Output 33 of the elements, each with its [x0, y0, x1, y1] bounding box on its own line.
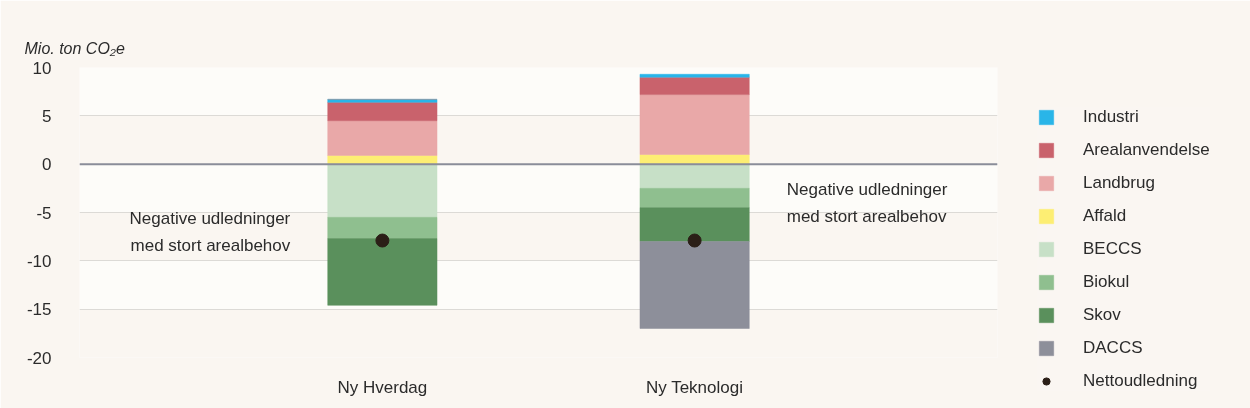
legend-label: Industri — [1083, 107, 1139, 127]
y-tick-label: 10 — [32, 58, 52, 78]
y-tick-label: -5 — [36, 203, 52, 223]
x-tick-label: Ny Hverdag — [337, 377, 428, 397]
legend-label: Nettoudledning — [1083, 371, 1198, 391]
annotation: Negative udledninger med stort arealbehov — [129, 209, 291, 255]
bar — [327, 217, 438, 239]
bar — [639, 188, 750, 208]
legend-label: Arealanvendelse — [1083, 140, 1210, 160]
legend-label: DACCS — [1083, 338, 1143, 358]
legend-label: Affald — [1083, 206, 1127, 226]
bar — [327, 238, 438, 306]
x-tick-label: Ny Teknologi — [645, 377, 743, 397]
bar — [327, 163, 438, 218]
y-tick-label: -15 — [26, 300, 52, 320]
y-axis-title: Mio. ton CO₂e — [24, 39, 125, 57]
bar — [639, 241, 750, 329]
bar — [639, 74, 750, 78]
legend-label: BECCS — [1083, 239, 1142, 259]
y-tick-label: -20 — [26, 348, 52, 368]
annotation: Negative udledninger med stort arealbehov — [786, 180, 948, 226]
y-tick-label: 0 — [42, 155, 52, 175]
y-tick-label: 5 — [42, 106, 52, 126]
bar — [639, 163, 750, 189]
bar — [639, 76, 750, 95]
legend-label: Biokul — [1083, 272, 1130, 292]
bar — [327, 120, 438, 156]
y-tick-label: -10 — [26, 251, 52, 271]
bar — [639, 207, 750, 242]
bar — [327, 102, 438, 121]
legend-label: Skov — [1083, 305, 1121, 325]
legend-label: Landbrug — [1083, 173, 1155, 193]
bar — [639, 94, 750, 155]
